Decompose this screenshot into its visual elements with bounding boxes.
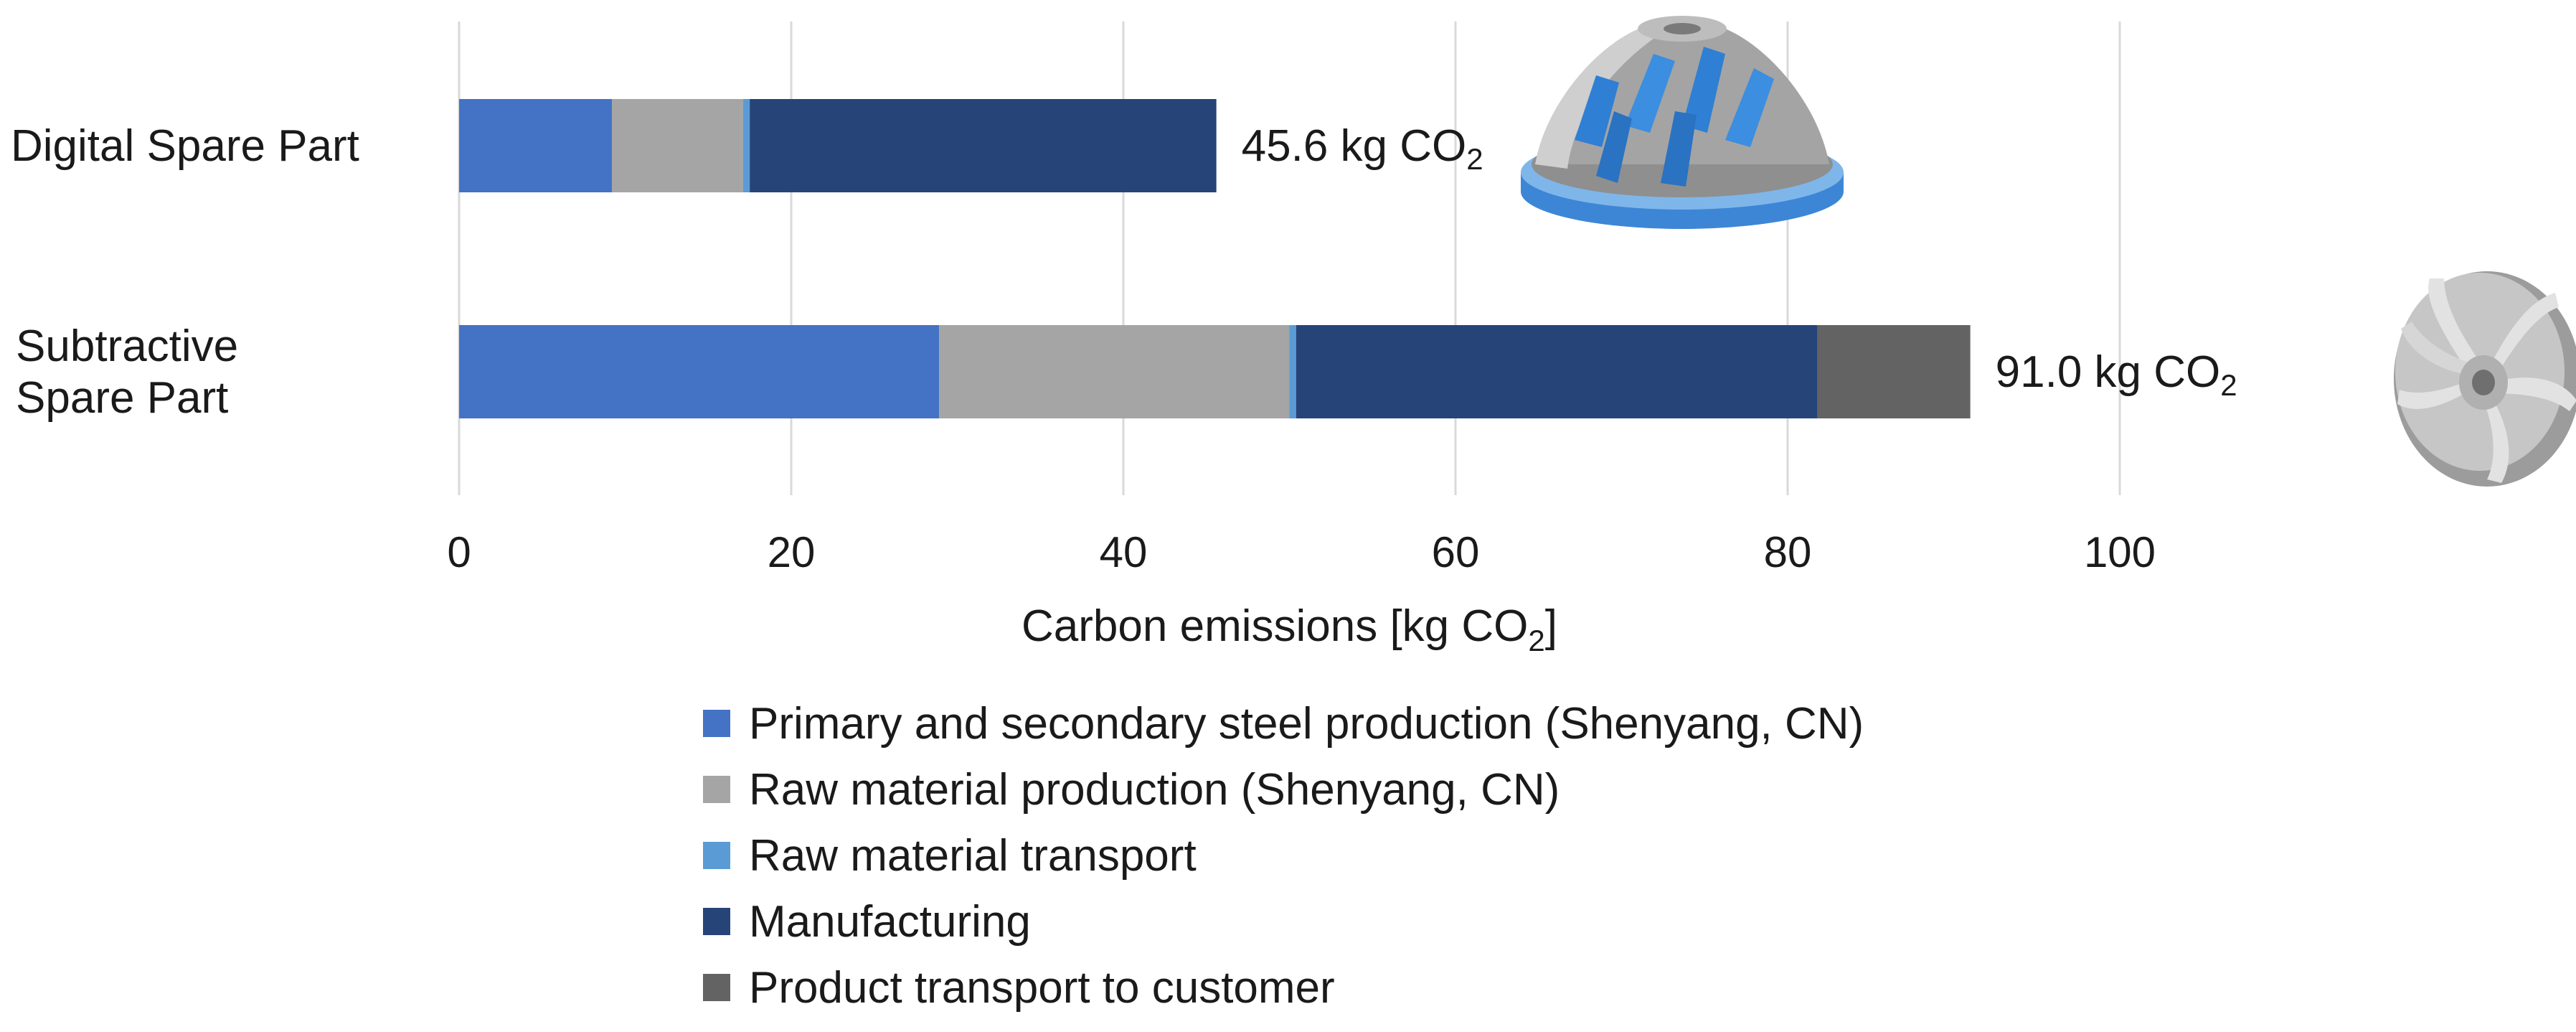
x-tick-label: 80	[1764, 528, 1812, 576]
legend-swatch	[703, 908, 730, 935]
legend: Primary and secondary steel production (…	[703, 690, 1864, 1021]
gridlines	[458, 22, 2121, 495]
legend-item: Manufacturing	[703, 888, 1864, 954]
bar-segment	[1817, 325, 1971, 418]
total-data-label-text: 45.6 kg CO	[1242, 121, 1467, 171]
legend-swatch	[703, 974, 730, 1001]
legend-label: Raw material production (Shenyang, CN)	[749, 764, 1560, 815]
x-axis-label-text: Carbon emissions [kg CO	[1022, 601, 1528, 651]
bar-segment	[742, 99, 750, 192]
legend-label: Product transport to customer	[749, 962, 1335, 1013]
category-label: Digital Spare Part	[11, 121, 359, 171]
bar-segment	[750, 99, 1217, 192]
x-tick-label: 20	[768, 528, 816, 576]
x-tick-label: 60	[1432, 528, 1480, 576]
legend-item: Primary and secondary steel production (…	[703, 690, 1864, 756]
impeller-with-blue-blades-icon	[1521, 16, 1844, 229]
x-tick-label: 40	[1100, 528, 1148, 576]
category-label: Spare Part	[16, 373, 228, 423]
bar-segment	[1296, 325, 1818, 418]
total-data-label-subscript: 2	[2220, 368, 2237, 402]
bars	[459, 99, 1971, 418]
total-data-label: 91.0 kg CO2	[1996, 347, 2237, 402]
total-data-label-text: 91.0 kg CO	[1996, 347, 2221, 397]
legend-label: Raw material transport	[749, 830, 1197, 881]
x-axis-label-subscript: 2	[1528, 624, 1544, 657]
x-tick-label: 100	[2084, 528, 2156, 576]
bar-segment	[459, 99, 612, 192]
legend-swatch	[703, 776, 730, 803]
total-data-label-subscript: 2	[1466, 142, 1483, 176]
legend-swatch	[703, 710, 730, 737]
bar-segment	[611, 99, 743, 192]
x-axis-label-suffix: ]	[1545, 601, 1557, 651]
x-axis-label: Carbon emissions [kg CO2]	[1022, 601, 1557, 657]
category-label: Subtractive	[16, 322, 238, 371]
bar-segment	[459, 325, 940, 418]
bar-segment	[939, 325, 1290, 418]
legend-item: Raw material production (Shenyang, CN)	[703, 756, 1864, 822]
grey-impeller-icon	[2394, 271, 2576, 487]
legend-item: Raw material transport	[703, 822, 1864, 888]
x-tick-label: 0	[447, 528, 471, 576]
legend-item: Product transport to customer	[703, 954, 1864, 1021]
legend-label: Manufacturing	[749, 896, 1031, 947]
bar-segment	[1289, 325, 1296, 418]
legend-label: Primary and secondary steel production (…	[749, 698, 1864, 749]
legend-swatch	[703, 842, 730, 869]
total-data-label: 45.6 kg CO2	[1242, 121, 1483, 176]
